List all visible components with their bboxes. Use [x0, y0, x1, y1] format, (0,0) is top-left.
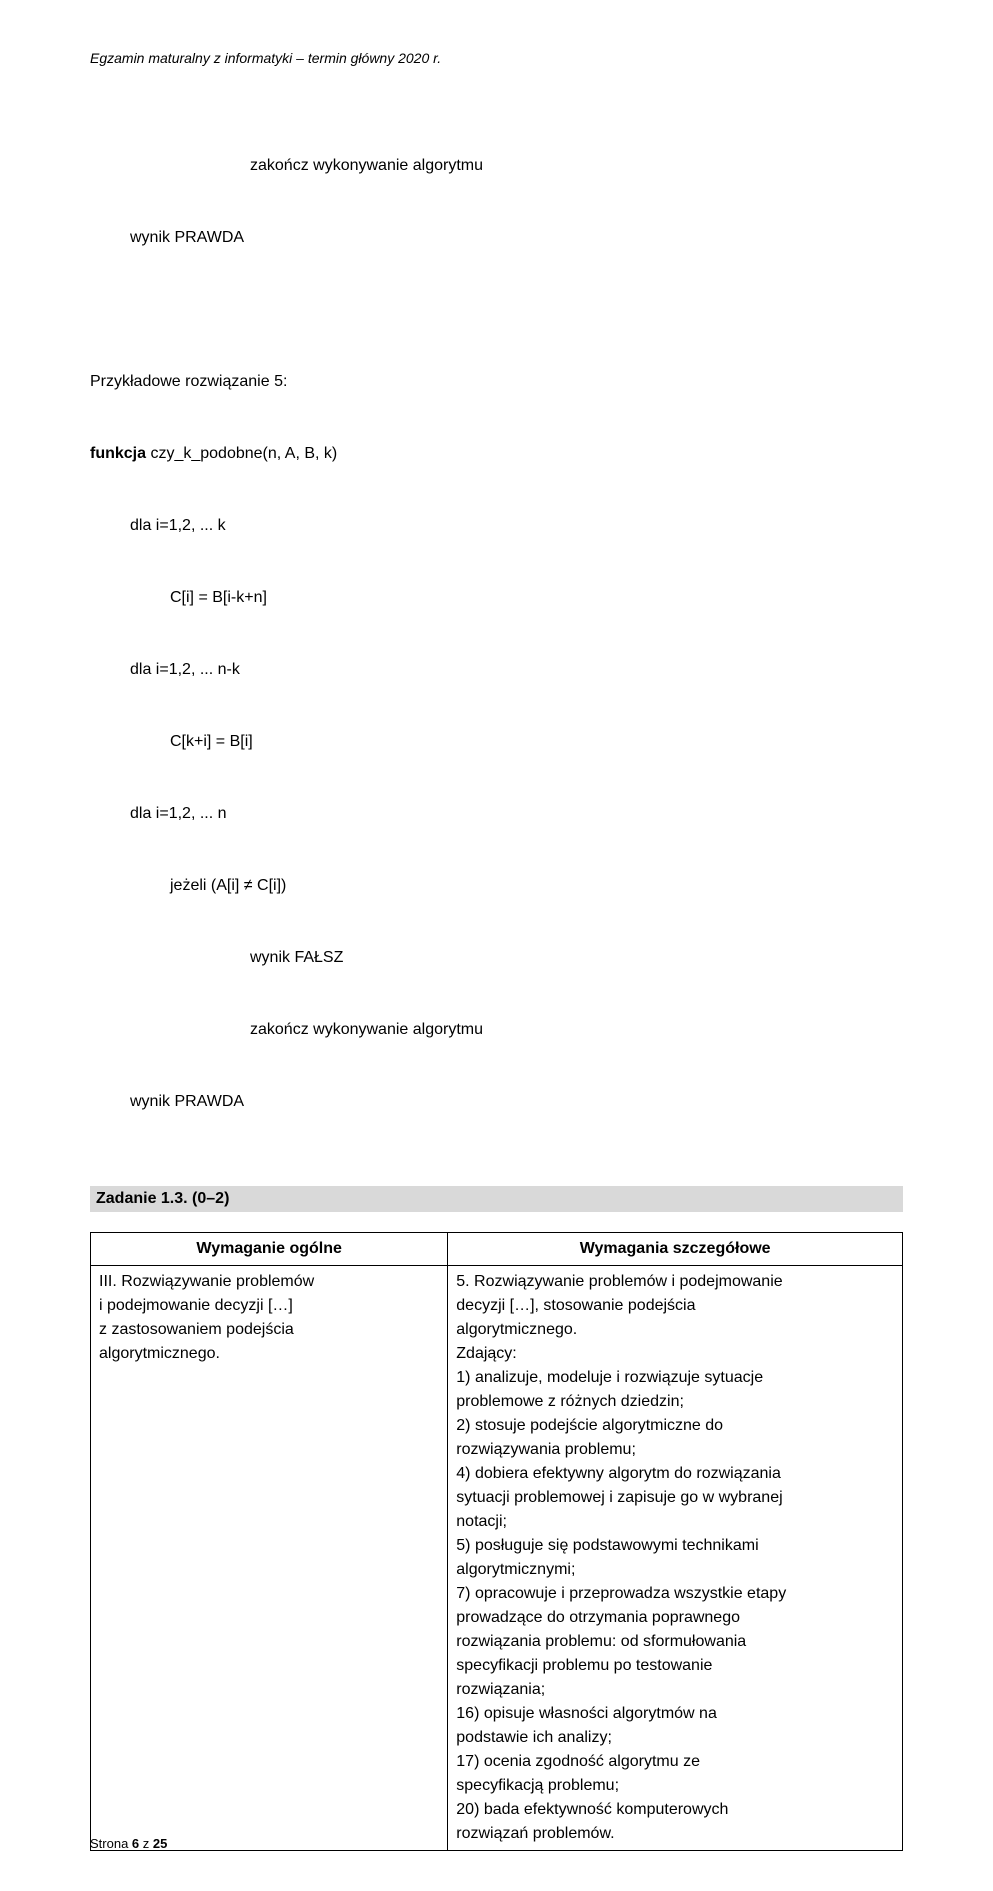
code-line: wynik PRAWDA	[90, 1090, 903, 1114]
code-line: dla i=1,2, ... k	[90, 514, 903, 538]
code-line: wynik PRAWDA	[90, 226, 903, 250]
table-cell-line: 2) stosuje podejście algorytmiczne do	[456, 1414, 894, 1438]
table-cell-line: rozwiązań problemów.	[456, 1822, 894, 1846]
section-heading: Zadanie 1.3. (0–2)	[90, 1186, 903, 1212]
table-cell-line: decyzji […], stosowanie podejścia	[456, 1294, 894, 1318]
table-cell-line: 1) analizuje, modeluje i rozwiązuje sytu…	[456, 1366, 894, 1390]
page: Egzamin maturalny z informatyki – termin…	[0, 0, 993, 1891]
page-footer: Strona 6 z 25	[90, 1836, 167, 1851]
table-cell-line: 7) opracowuje i przeprowadza wszystkie e…	[456, 1582, 894, 1606]
table-cell-line: 5. Rozwiązywanie problemów i podejmowani…	[456, 1270, 894, 1294]
code-line: jeżeli (A[i] ≠ C[i])	[90, 874, 903, 898]
table-cell-line: specyfikacji problemu po testowanie	[456, 1654, 894, 1678]
code-line: C[k+i] = B[i]	[90, 730, 903, 754]
code-signature: funkcja czy_k_podobne(n, A, B, k)	[90, 442, 903, 466]
code-line: dla i=1,2, ... n	[90, 802, 903, 826]
table-cell-line: algorytmicznego.	[99, 1342, 439, 1366]
table-cell-detailed: 5. Rozwiązywanie problemów i podejmowani…	[448, 1266, 903, 1851]
table-cell-line: prowadzące do otrzymania poprawnego	[456, 1606, 894, 1630]
table-cell-line: notacji;	[456, 1510, 894, 1534]
keyword: funkcja	[90, 445, 146, 462]
table-cell-line: 20) bada efektywność komputerowych	[456, 1798, 894, 1822]
table-cell-line: rozwiązania;	[456, 1678, 894, 1702]
code-line: C[i] = B[i-k+n]	[90, 586, 903, 610]
table-cell-line: 17) ocenia zgodność algorytmu ze	[456, 1750, 894, 1774]
table-cell-line: 5) posługuje się podstawowymi technikami	[456, 1534, 894, 1558]
table-cell-line: III. Rozwiązywanie problemów	[99, 1270, 439, 1294]
signature-rest: czy_k_podobne(n, A, B, k)	[146, 445, 337, 462]
code-title: Przykładowe rozwiązanie 5:	[90, 370, 903, 394]
table-cell-line: sytuacji problemowej i zapisuje go w wyb…	[456, 1486, 894, 1510]
table-cell-line: 4) dobiera efektywny algorytm do rozwiąz…	[456, 1462, 894, 1486]
table-cell-line: rozwiązania problemu: od sformułowania	[456, 1630, 894, 1654]
code-block-continuation: zakończ wykonywanie algorytmu wynik PRAW…	[90, 106, 903, 298]
table-cell-line: algorytmicznego.	[456, 1318, 894, 1342]
table-header-cell: Wymagania szczegółowe	[448, 1233, 903, 1266]
table-cell-line: 16) opisuje własności algorytmów na	[456, 1702, 894, 1726]
code-line: dla i=1,2, ... n-k	[90, 658, 903, 682]
table-cell-line: problemowe z różnych dziedzin;	[456, 1390, 894, 1414]
table-cell-line: podstawie ich analizy;	[456, 1726, 894, 1750]
code-block-solution-5: Przykładowe rozwiązanie 5: funkcja czy_k…	[90, 322, 903, 1162]
footer-middle: z	[139, 1836, 153, 1851]
table-header-row: Wymaganie ogólne Wymagania szczegółowe	[91, 1233, 903, 1266]
requirements-table: Wymaganie ogólne Wymagania szczegółowe I…	[90, 1232, 903, 1851]
document-header: Egzamin maturalny z informatyki – termin…	[90, 50, 903, 66]
footer-total-pages: 25	[153, 1836, 167, 1851]
table-cell-line: z zastosowaniem podejścia	[99, 1318, 439, 1342]
code-line: wynik FAŁSZ	[90, 946, 903, 970]
table-header-cell: Wymaganie ogólne	[91, 1233, 448, 1266]
table-cell-line: algorytmicznymi;	[456, 1558, 894, 1582]
code-line: zakończ wykonywanie algorytmu	[90, 1018, 903, 1042]
footer-prefix: Strona	[90, 1836, 132, 1851]
footer-page-number: 6	[132, 1836, 139, 1851]
table-cell-line: rozwiązywania problemu;	[456, 1438, 894, 1462]
code-line: zakończ wykonywanie algorytmu	[90, 154, 903, 178]
table-row: III. Rozwiązywanie problemówi podejmowan…	[91, 1266, 903, 1851]
table-cell-line: Zdający:	[456, 1342, 894, 1366]
table-cell-general: III. Rozwiązywanie problemówi podejmowan…	[91, 1266, 448, 1851]
table-cell-line: specyfikacją problemu;	[456, 1774, 894, 1798]
table-cell-line: i podejmowanie decyzji […]	[99, 1294, 439, 1318]
